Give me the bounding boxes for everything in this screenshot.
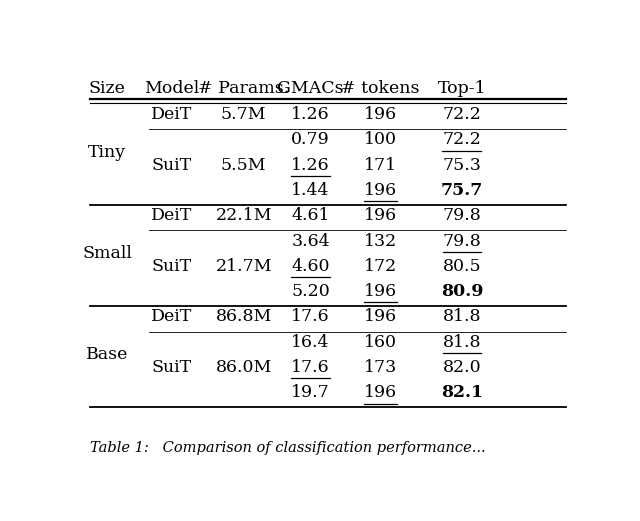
Text: 5.7M: 5.7M (221, 106, 266, 123)
Text: DeiT: DeiT (151, 106, 193, 123)
Text: 16.4: 16.4 (291, 333, 330, 351)
Text: DeiT: DeiT (151, 207, 193, 224)
Text: 75.7: 75.7 (441, 182, 483, 199)
Text: SuiT: SuiT (152, 157, 192, 173)
Text: 81.8: 81.8 (443, 333, 481, 351)
Text: 132: 132 (364, 232, 397, 250)
Text: Size: Size (89, 80, 125, 97)
Text: 160: 160 (364, 333, 397, 351)
Text: 171: 171 (364, 157, 397, 173)
Text: 19.7: 19.7 (291, 384, 330, 401)
Text: 3.64: 3.64 (291, 232, 330, 250)
Text: DeiT: DeiT (151, 308, 193, 325)
Text: Table 1:   Comparison of classification performance...: Table 1: Comparison of classification pe… (90, 441, 486, 455)
Text: 1.26: 1.26 (291, 106, 330, 123)
Text: 17.6: 17.6 (291, 359, 330, 376)
Text: # tokens: # tokens (341, 80, 419, 97)
Text: Base: Base (86, 346, 129, 363)
Text: 0.79: 0.79 (291, 131, 330, 148)
Text: 196: 196 (364, 384, 397, 401)
Text: Small: Small (83, 245, 132, 262)
Text: 75.3: 75.3 (442, 157, 481, 173)
Text: 22.1M: 22.1M (216, 207, 272, 224)
Text: 80.5: 80.5 (443, 258, 481, 275)
Text: 196: 196 (364, 182, 397, 199)
Text: 82.1: 82.1 (441, 384, 483, 401)
Text: 173: 173 (364, 359, 397, 376)
Text: 79.8: 79.8 (442, 232, 481, 250)
Text: 4.60: 4.60 (291, 258, 330, 275)
Text: 5.20: 5.20 (291, 283, 330, 300)
Text: 17.6: 17.6 (291, 308, 330, 325)
Text: 82.0: 82.0 (443, 359, 481, 376)
Text: Tiny: Tiny (88, 144, 126, 161)
Text: 81.8: 81.8 (443, 308, 481, 325)
Text: 172: 172 (364, 258, 397, 275)
Text: 86.0M: 86.0M (216, 359, 272, 376)
Text: Top-1: Top-1 (438, 80, 486, 97)
Text: 79.8: 79.8 (442, 207, 481, 224)
Text: 21.7M: 21.7M (216, 258, 272, 275)
Text: 86.8M: 86.8M (216, 308, 272, 325)
Text: SuiT: SuiT (152, 359, 192, 376)
Text: # Params.: # Params. (198, 80, 289, 97)
Text: SuiT: SuiT (152, 258, 192, 275)
Text: 196: 196 (364, 106, 397, 123)
Text: 196: 196 (364, 207, 397, 224)
Text: 72.2: 72.2 (442, 131, 481, 148)
Text: 1.26: 1.26 (291, 157, 330, 173)
Text: 72.2: 72.2 (442, 106, 481, 123)
Text: 80.9: 80.9 (441, 283, 483, 300)
Text: 1.44: 1.44 (291, 182, 330, 199)
Text: 196: 196 (364, 283, 397, 300)
Text: Model: Model (144, 80, 200, 97)
Text: 196: 196 (364, 308, 397, 325)
Text: GMACs: GMACs (277, 80, 344, 97)
Text: 100: 100 (364, 131, 397, 148)
Text: 5.5M: 5.5M (221, 157, 266, 173)
Text: 4.61: 4.61 (291, 207, 330, 224)
